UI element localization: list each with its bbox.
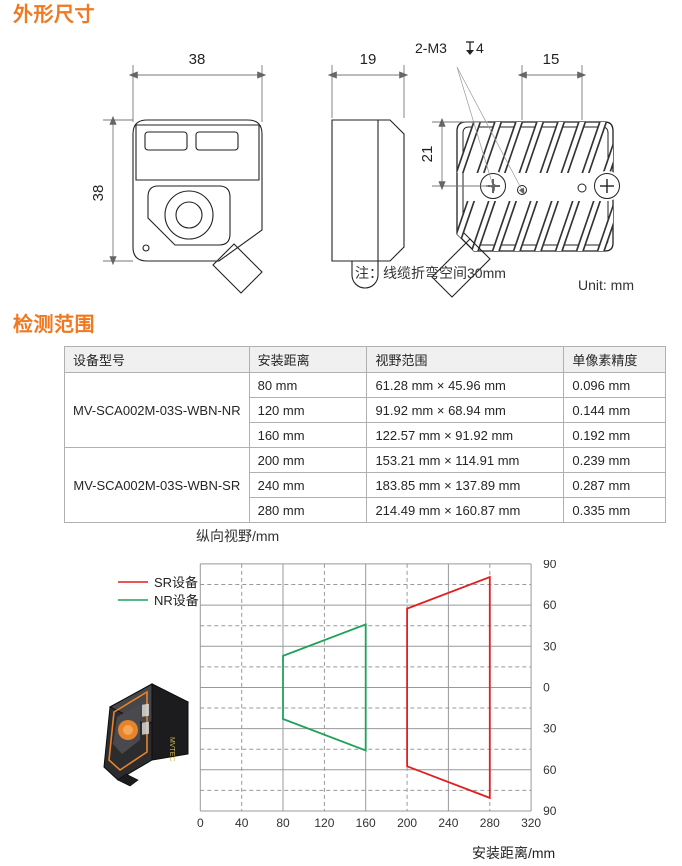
svg-text:38: 38	[90, 185, 107, 202]
svg-text:MVTEC: MVTEC	[168, 737, 175, 762]
svg-text:80: 80	[276, 816, 290, 830]
svg-text:60: 60	[543, 763, 557, 777]
svg-text:200: 200	[397, 816, 417, 830]
svg-text:90: 90	[543, 560, 557, 571]
svg-text:30: 30	[543, 722, 557, 736]
svg-text:19: 19	[360, 51, 377, 68]
svg-text:38: 38	[189, 51, 206, 68]
svg-text:15: 15	[543, 51, 560, 68]
svg-text:30: 30	[543, 639, 557, 653]
svg-text:2-M3: 2-M3	[415, 40, 447, 56]
svg-text:320: 320	[521, 816, 541, 830]
svg-text:4: 4	[476, 40, 484, 56]
svg-text:21: 21	[419, 146, 436, 163]
svg-text:120: 120	[314, 816, 334, 830]
svg-text:40: 40	[235, 816, 249, 830]
svg-text:60: 60	[543, 598, 557, 612]
svg-text:90: 90	[543, 804, 557, 818]
svg-text:240: 240	[438, 816, 458, 830]
svg-text:280: 280	[480, 816, 500, 830]
svg-text:0: 0	[543, 681, 550, 695]
svg-text:160: 160	[356, 816, 376, 830]
svg-text:0: 0	[197, 816, 204, 830]
